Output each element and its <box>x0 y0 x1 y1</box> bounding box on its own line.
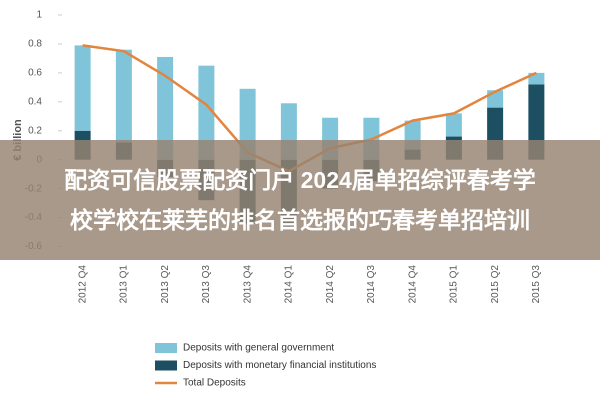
x-tick-label: 2013 Q2 <box>160 265 171 304</box>
y-tick-label: 1 <box>36 10 42 21</box>
x-tick-label: 2013 Q4 <box>242 265 253 304</box>
x-tick-label: 2014 Q1 <box>284 265 295 304</box>
legend-label: Deposits with general government <box>183 343 334 354</box>
x-tick-label: 2012 Q4 <box>77 265 88 304</box>
overlay-text: 配资可信股票配资门户 2024届单招综评春考学 <box>64 167 536 193</box>
bar <box>157 56 174 160</box>
bar <box>198 65 215 160</box>
y-tick-label: 0.2 <box>28 125 42 136</box>
legend-label: Deposits with monetary financial institu… <box>183 360 376 371</box>
bar <box>528 72 545 85</box>
legend-marker <box>155 360 177 371</box>
overlay-text: 校学校在莱芜的排名首选报的巧春考单招培训 <box>70 207 530 233</box>
x-tick-label: 2014 Q2 <box>325 265 336 304</box>
bar <box>445 113 462 137</box>
legend-label: Total Deposits <box>183 378 246 389</box>
bar <box>115 49 132 143</box>
overlay-banner <box>0 140 600 260</box>
y-tick-label: 0.8 <box>28 39 42 50</box>
x-tick-label: 2013 Q1 <box>119 265 130 304</box>
x-tick-label: 2015 Q3 <box>531 265 542 304</box>
x-tick-label: 2014 Q4 <box>407 265 418 304</box>
bar <box>74 45 91 131</box>
y-tick-label: 0.4 <box>28 96 42 107</box>
x-tick-label: 2014 Q3 <box>366 265 377 304</box>
x-tick-label: 2015 Q1 <box>449 265 460 304</box>
legend-marker <box>155 343 177 353</box>
x-tick-label: 2013 Q3 <box>201 265 212 304</box>
y-tick-label: 0.6 <box>28 68 42 79</box>
x-tick-label: 2015 Q2 <box>490 265 501 304</box>
